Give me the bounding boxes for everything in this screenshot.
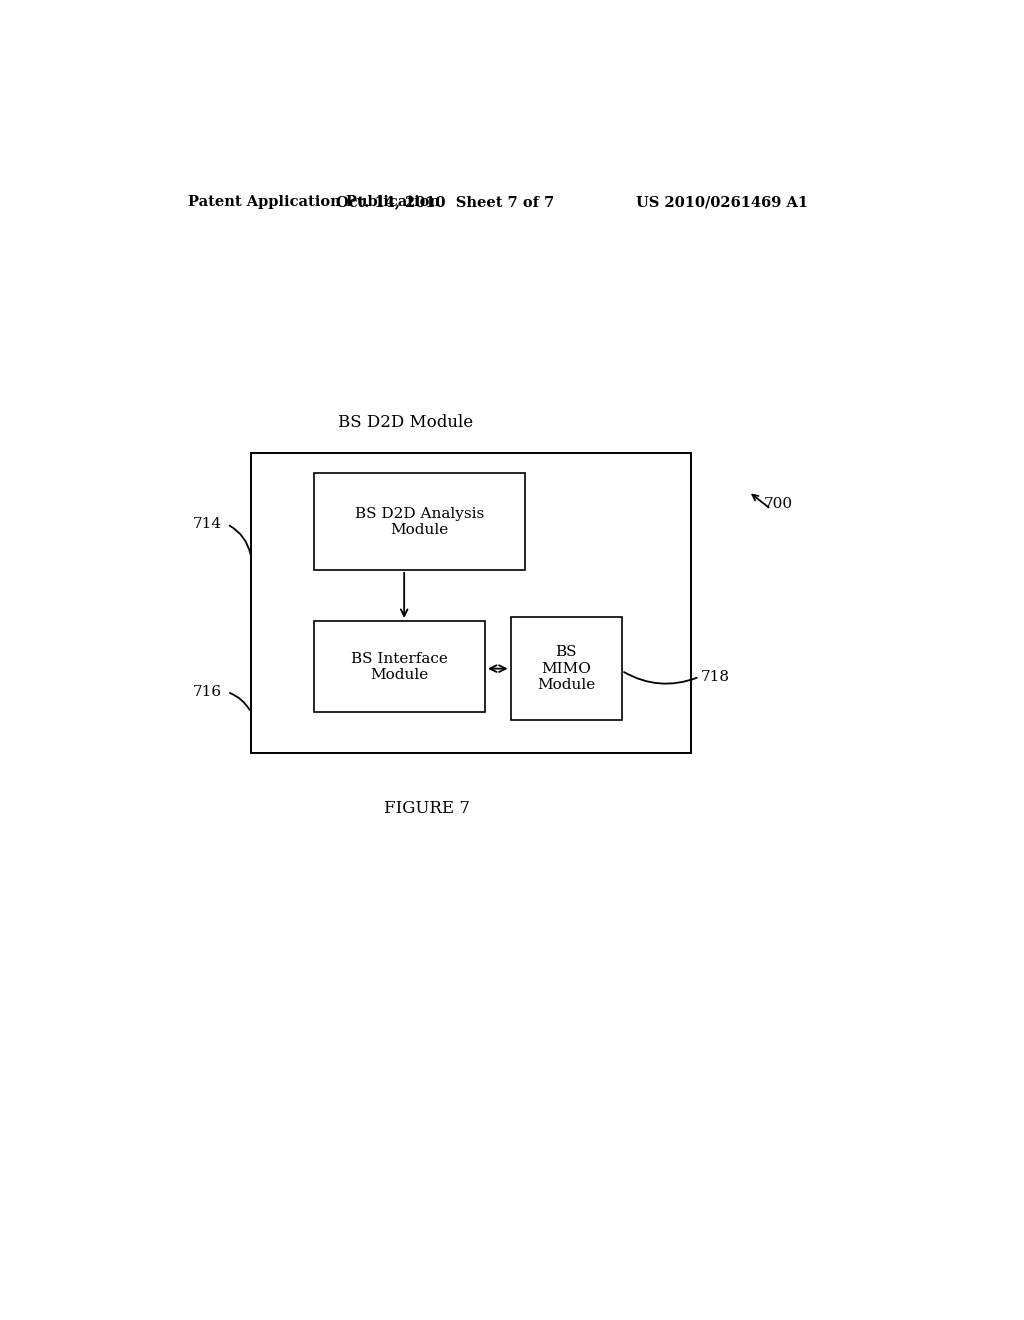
Bar [314,620,485,713]
Text: 716: 716 [193,685,222,700]
Text: 718: 718 [700,669,730,684]
Text: Patent Application Publication: Patent Application Publication [187,195,439,209]
Text: 700: 700 [764,496,794,511]
Text: BS Interface
Module: BS Interface Module [351,652,449,681]
Text: Oct. 14, 2010  Sheet 7 of 7: Oct. 14, 2010 Sheet 7 of 7 [336,195,555,209]
Bar [511,616,622,721]
Bar [251,453,691,752]
Text: FIGURE 7: FIGURE 7 [384,800,470,817]
Text: BS
MIMO
Module: BS MIMO Module [537,645,595,692]
Text: BS D2D Module: BS D2D Module [338,413,473,430]
Text: BS D2D Analysis
Module: BS D2D Analysis Module [355,507,484,537]
Text: US 2010/0261469 A1: US 2010/0261469 A1 [636,195,808,209]
Bar [314,474,524,570]
Text: 714: 714 [193,517,222,532]
